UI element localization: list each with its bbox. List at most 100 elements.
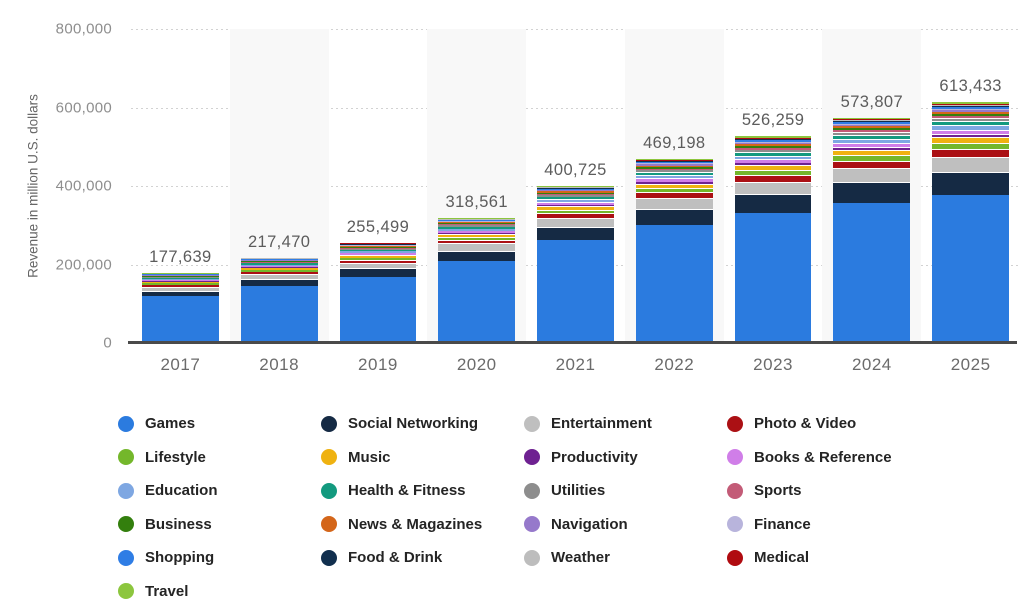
bar-segment-education[interactable] (833, 139, 911, 143)
bar-segment-food-drink[interactable] (734, 139, 812, 140)
bar-segment-shopping[interactable] (142, 274, 219, 275)
legend-item-business[interactable]: Business (118, 508, 321, 542)
bar-segment-entertainment[interactable] (339, 263, 417, 268)
bar-segment-music[interactable] (932, 137, 1010, 143)
bar-segment-social-networking[interactable] (438, 251, 516, 261)
bar-segment-food-drink[interactable] (833, 121, 911, 122)
bar-segment-books-reference[interactable] (635, 178, 713, 182)
bar-segment-music[interactable] (142, 282, 219, 283)
legend-item-lifestyle[interactable]: Lifestyle (118, 441, 321, 475)
bar-segment-food-drink[interactable] (339, 244, 417, 245)
legend-item-medical[interactable]: Medical (727, 541, 930, 575)
bar-segment-travel[interactable] (932, 102, 1010, 104)
bar-segment-sports[interactable] (734, 148, 812, 150)
bar-segment-medical[interactable] (833, 119, 911, 120)
bar-segment-music[interactable] (537, 206, 614, 210)
bar-segment-social-networking[interactable] (635, 209, 713, 225)
bar-segment-news-magazines[interactable] (734, 144, 812, 146)
bar-segment-books-reference[interactable] (734, 159, 812, 163)
bar-segment-business[interactable] (635, 167, 713, 169)
bar-segment-lifestyle[interactable] (734, 170, 812, 175)
bar-segment-productivity[interactable] (240, 267, 318, 268)
bar-segment-games[interactable] (537, 240, 614, 343)
bar-segment-travel[interactable] (438, 218, 516, 219)
bar-segment-education[interactable] (438, 229, 516, 231)
bar-segment-business[interactable] (932, 114, 1010, 116)
legend-item-navigation[interactable]: Navigation (524, 508, 727, 542)
bar-segment-news-magazines[interactable] (339, 246, 417, 247)
bar-segment-health-fitness[interactable] (537, 197, 614, 199)
bar-segment-utilities[interactable] (833, 132, 911, 135)
bar-segment-business[interactable] (142, 276, 219, 277)
bar-segment-shopping[interactable] (635, 162, 713, 163)
bar-segment-games[interactable] (833, 203, 911, 343)
bar-segment-news-magazines[interactable] (635, 166, 713, 167)
bar-segment-productivity[interactable] (932, 134, 1010, 137)
bar-segment-medical[interactable] (734, 138, 812, 139)
bar-segment-health-fitness[interactable] (635, 172, 713, 175)
bar-segment-music[interactable] (833, 150, 911, 155)
bar-segment-lifestyle[interactable] (339, 258, 417, 260)
stacked-bar-2017[interactable] (142, 29, 219, 343)
bar-segment-music[interactable] (734, 165, 812, 170)
bar-segment-utilities[interactable] (734, 150, 812, 152)
stacked-bar-2024[interactable] (833, 29, 911, 343)
bar-segment-books-reference[interactable] (932, 130, 1010, 134)
legend-item-books-reference[interactable]: Books & Reference (727, 441, 930, 475)
bar-segment-travel[interactable] (734, 136, 812, 138)
bar-segment-entertainment[interactable] (240, 274, 318, 279)
legend-item-education[interactable]: Education (118, 474, 321, 508)
bar-segment-education[interactable] (240, 265, 318, 266)
bar-segment-lifestyle[interactable] (833, 155, 911, 161)
bar-segment-entertainment[interactable] (537, 218, 614, 227)
stacked-bar-2022[interactable] (635, 29, 713, 343)
stacked-bar-2023[interactable] (734, 29, 812, 343)
bar-segment-entertainment[interactable] (932, 157, 1010, 172)
bar-segment-utilities[interactable] (537, 195, 614, 197)
bar-segment-productivity[interactable] (734, 163, 812, 165)
bar-segment-health-fitness[interactable] (833, 135, 911, 139)
bar-segment-business[interactable] (833, 128, 911, 130)
bar-segment-education[interactable] (734, 156, 812, 159)
bar-segment-games[interactable] (438, 261, 516, 343)
legend-item-health-fitness[interactable]: Health & Fitness (321, 474, 524, 508)
bar-segment-navigation[interactable] (240, 260, 318, 261)
legend-item-photo-video[interactable]: Photo & Video (727, 407, 930, 441)
bar-segment-photo-video[interactable] (537, 213, 614, 218)
bar-segment-education[interactable] (142, 279, 219, 280)
legend-item-weather[interactable]: Weather (524, 541, 727, 575)
bar-segment-business[interactable] (438, 223, 516, 224)
bar-segment-utilities[interactable] (142, 277, 219, 278)
bar-segment-news-magazines[interactable] (537, 191, 614, 193)
legend-item-finance[interactable]: Finance (727, 508, 930, 542)
bar-segment-education[interactable] (537, 199, 614, 202)
bar-segment-medical[interactable] (339, 243, 417, 244)
bar-segment-health-fitness[interactable] (734, 152, 812, 156)
bar-segment-photo-video[interactable] (932, 149, 1010, 157)
bar-segment-sports[interactable] (833, 130, 911, 132)
legend-item-utilities[interactable]: Utilities (524, 474, 727, 508)
bar-segment-weather[interactable] (932, 105, 1010, 106)
bar-segment-finance[interactable] (635, 163, 713, 164)
bar-segment-social-networking[interactable] (240, 279, 318, 286)
bar-segment-shopping[interactable] (833, 122, 911, 124)
bar-segment-food-drink[interactable] (635, 161, 713, 162)
bar-segment-finance[interactable] (734, 142, 812, 143)
bar-segment-productivity[interactable] (438, 233, 516, 234)
bar-segment-utilities[interactable] (932, 118, 1010, 121)
bar-segment-social-networking[interactable] (932, 172, 1010, 195)
legend-item-entertainment[interactable]: Entertainment (524, 407, 727, 441)
bar-segment-sports[interactable] (339, 248, 417, 249)
bar-segment-lifestyle[interactable] (537, 210, 614, 213)
bar-segment-navigation[interactable] (932, 110, 1010, 112)
bar-segment-business[interactable] (537, 193, 614, 194)
bar-segment-health-fitness[interactable] (142, 278, 219, 279)
bar-segment-games[interactable] (932, 195, 1010, 343)
bar-segment-lifestyle[interactable] (635, 188, 713, 192)
bar-segment-entertainment[interactable] (438, 243, 516, 251)
bar-segment-news-magazines[interactable] (833, 126, 911, 128)
bar-segment-travel[interactable] (537, 186, 614, 187)
bar-segment-news-magazines[interactable] (438, 222, 516, 223)
bar-segment-music[interactable] (339, 255, 417, 258)
bar-segment-productivity[interactable] (142, 281, 219, 282)
